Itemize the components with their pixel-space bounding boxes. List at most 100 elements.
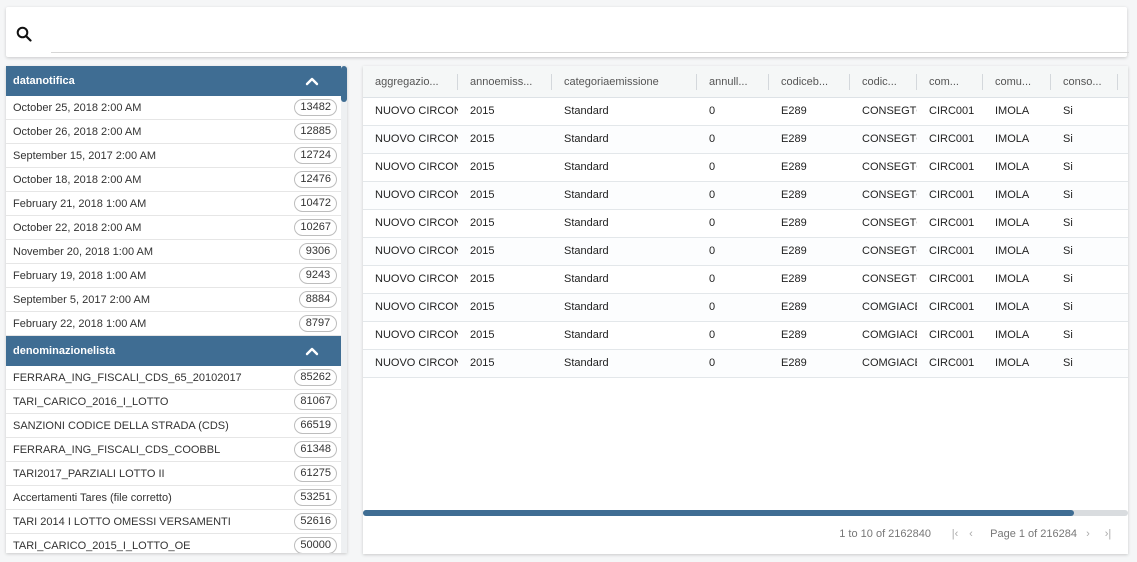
column-resize-handle[interactable] bbox=[768, 74, 769, 90]
table-cell: NUOVO CIRCOND bbox=[375, 105, 458, 117]
facet-panel: datanotifica October 25, 2018 2:00 AM 1348… bbox=[6, 66, 347, 553]
previous-page-icon[interactable]: ‹ bbox=[969, 528, 973, 540]
facet-header-0[interactable]: datanotifica bbox=[6, 66, 341, 96]
table-cell: E289 bbox=[781, 245, 807, 257]
table-cell: CIRC001 bbox=[929, 245, 975, 257]
table-cell: IMOLA bbox=[995, 301, 1030, 313]
column-header[interactable]: codic... bbox=[862, 76, 897, 88]
facet-item[interactable]: November 20, 2018 1:00 AM 9306 bbox=[6, 240, 341, 264]
column-header[interactable]: codiceb... bbox=[781, 76, 829, 88]
facet-scrollbar-thumb[interactable] bbox=[341, 66, 347, 102]
column-header[interactable]: categoriaemissione bbox=[564, 76, 659, 88]
table-cell: NUOVO CIRCOND bbox=[375, 329, 458, 341]
facet-item[interactable]: October 26, 2018 2:00 AM 12885 bbox=[6, 120, 341, 144]
facet-item[interactable]: TARI 2014 I LOTTO OMESSI VERSAMENTI 52616 bbox=[6, 510, 341, 534]
grid-horizontal-scrollbar-thumb[interactable] bbox=[363, 510, 1074, 516]
table-row[interactable]: NUOVO CIRCOND 2015 Standard 0 E289 CONSEGTOT C… bbox=[363, 154, 1128, 182]
facet-item[interactable]: FERRARA_ING_FISCALI_CDS_65_20102017 85262 bbox=[6, 366, 341, 390]
search-input[interactable] bbox=[51, 25, 1129, 53]
table-cell: Si bbox=[1063, 217, 1073, 229]
facet-item[interactable]: Accertamenti Tares (file corretto) 53251 bbox=[6, 486, 341, 510]
column-header[interactable]: conso... bbox=[1063, 76, 1102, 88]
facet-item[interactable]: FERRARA_ING_FISCALI_CDS_COOBBL 61348 bbox=[6, 438, 341, 462]
facet-scrollbar[interactable] bbox=[341, 66, 347, 553]
facet-item[interactable]: September 15, 2017 2:00 AM 12724 bbox=[6, 144, 341, 168]
table-cell: 0 bbox=[709, 217, 716, 229]
column-resize-handle[interactable] bbox=[849, 74, 850, 90]
table-cell: IMOLA bbox=[995, 329, 1030, 341]
facet-item[interactable]: October 25, 2018 2:00 AM 13482 bbox=[6, 96, 341, 120]
facet-item-label: September 15, 2017 2:00 AM bbox=[13, 149, 157, 162]
column-resize-handle[interactable] bbox=[1117, 74, 1118, 90]
facet-item-label: February 19, 2018 1:00 AM bbox=[13, 269, 147, 282]
facet-item-count-badge: 50000 bbox=[294, 537, 337, 553]
last-page-icon[interactable]: ›| bbox=[1104, 528, 1112, 540]
table-cell: CIRC001 bbox=[929, 357, 975, 369]
table-row[interactable]: NUOVO CIRCOND 2015 Standard 0 E289 COMGIACE CI… bbox=[363, 350, 1128, 378]
table-cell: CIRC001 bbox=[929, 273, 975, 285]
column-resize-handle[interactable] bbox=[696, 74, 697, 90]
table-cell: 0 bbox=[709, 105, 716, 117]
table-row[interactable]: NUOVO CIRCOND 2015 Standard 0 E289 CONSEGTOT C… bbox=[363, 238, 1128, 266]
facet-item[interactable]: October 18, 2018 2:00 AM 12476 bbox=[6, 168, 341, 192]
column-resize-handle[interactable] bbox=[982, 74, 983, 90]
facet-item[interactable]: February 22, 2018 1:00 AM 8797 bbox=[6, 312, 341, 336]
table-cell: 0 bbox=[709, 133, 716, 145]
table-cell: NUOVO CIRCOND bbox=[375, 245, 458, 257]
column-resize-handle[interactable] bbox=[1050, 74, 1051, 90]
pager-summary: 1 to 10 of 2162840 bbox=[839, 528, 931, 540]
table-cell: Standard bbox=[564, 105, 609, 117]
column-resize-handle[interactable] bbox=[551, 74, 552, 90]
column-resize-handle[interactable] bbox=[457, 74, 458, 90]
table-cell: IMOLA bbox=[995, 245, 1030, 257]
facet-item-count-badge: 85262 bbox=[294, 369, 337, 386]
column-header[interactable]: annoemiss... bbox=[470, 76, 533, 88]
column-header[interactable]: aggregazio... bbox=[375, 76, 439, 88]
next-page-icon[interactable]: › bbox=[1086, 528, 1090, 540]
column-resize-handle[interactable] bbox=[916, 74, 917, 90]
table-row[interactable]: NUOVO CIRCOND 2015 Standard 0 E289 CONSEGTOT C… bbox=[363, 126, 1128, 154]
column-header[interactable]: com... bbox=[929, 76, 959, 88]
table-cell: 0 bbox=[709, 329, 716, 341]
chevron-up-icon[interactable] bbox=[305, 345, 319, 357]
table-cell: 0 bbox=[709, 273, 716, 285]
chevron-up-icon[interactable] bbox=[305, 75, 319, 87]
facet-item[interactable]: TARI_CARICO_2015_I_LOTTO_OE 50000 bbox=[6, 534, 341, 553]
table-row[interactable]: NUOVO CIRCOND 2015 Standard 0 E289 CONSEGTOT C… bbox=[363, 210, 1128, 238]
facet-item-label: November 20, 2018 1:00 AM bbox=[13, 245, 154, 258]
search-icon[interactable] bbox=[16, 26, 32, 42]
table-row[interactable]: NUOVO CIRCOND 2015 Standard 0 E289 COMGIACE CI… bbox=[363, 322, 1128, 350]
column-header[interactable]: comu... bbox=[995, 76, 1032, 88]
facet-item[interactable]: TARI2017_PARZIALI LOTTO II 61275 bbox=[6, 462, 341, 486]
table-row[interactable]: NUOVO CIRCOND 2015 Standard 0 E289 COMGIACE CI… bbox=[363, 294, 1128, 322]
facet-item[interactable]: SANZIONI CODICE DELLA STRADA (CDS) 66519 bbox=[6, 414, 341, 438]
table-cell: Standard bbox=[564, 133, 609, 145]
table-cell: Standard bbox=[564, 273, 609, 285]
table-row[interactable]: NUOVO CIRCOND 2015 Standard 0 E289 CONSEGTOT C… bbox=[363, 266, 1128, 294]
table-row[interactable]: NUOVO CIRCOND 2015 Standard 0 E289 CONSEGTOT C… bbox=[363, 98, 1128, 126]
grid-body: NUOVO CIRCOND 2015 Standard 0 E289 CONSEGTOT C… bbox=[363, 98, 1128, 378]
facet-item-label: FERRARA_ING_FISCALI_CDS_COOBBL bbox=[13, 443, 221, 456]
table-cell: CIRC001 bbox=[929, 329, 975, 341]
facet-item[interactable]: TARI_CARICO_2016_I_LOTTO 81067 bbox=[6, 390, 341, 414]
facet-item-label: TARI_CARICO_2015_I_LOTTO_OE bbox=[13, 539, 191, 552]
table-cell: IMOLA bbox=[995, 217, 1030, 229]
table-cell: 0 bbox=[709, 161, 716, 173]
facet-item-label: TARI 2014 I LOTTO OMESSI VERSAMENTI bbox=[13, 515, 231, 528]
table-cell: NUOVO CIRCOND bbox=[375, 217, 458, 229]
table-cell: CIRC001 bbox=[929, 161, 975, 173]
facet-item-count-badge: 81067 bbox=[294, 393, 337, 410]
table-cell: Si bbox=[1063, 189, 1073, 201]
table-cell: 2015 bbox=[470, 189, 495, 201]
facet-item[interactable]: September 5, 2017 2:00 AM 8884 bbox=[6, 288, 341, 312]
table-row[interactable]: NUOVO CIRCOND 2015 Standard 0 E289 CONSEGTOT C… bbox=[363, 182, 1128, 210]
table-cell: E289 bbox=[781, 273, 807, 285]
facet-item-count-badge: 53251 bbox=[294, 489, 337, 506]
facet-item[interactable]: October 22, 2018 2:00 AM 10267 bbox=[6, 216, 341, 240]
facet-item[interactable]: February 19, 2018 1:00 AM 9243 bbox=[6, 264, 341, 288]
grid-horizontal-scrollbar[interactable] bbox=[363, 510, 1128, 516]
facet-item[interactable]: February 21, 2018 1:00 AM 10472 bbox=[6, 192, 341, 216]
first-page-icon[interactable]: |‹ bbox=[951, 528, 959, 540]
column-header[interactable]: annull... bbox=[709, 76, 748, 88]
facet-header-1[interactable]: denominazionelista bbox=[6, 336, 341, 366]
